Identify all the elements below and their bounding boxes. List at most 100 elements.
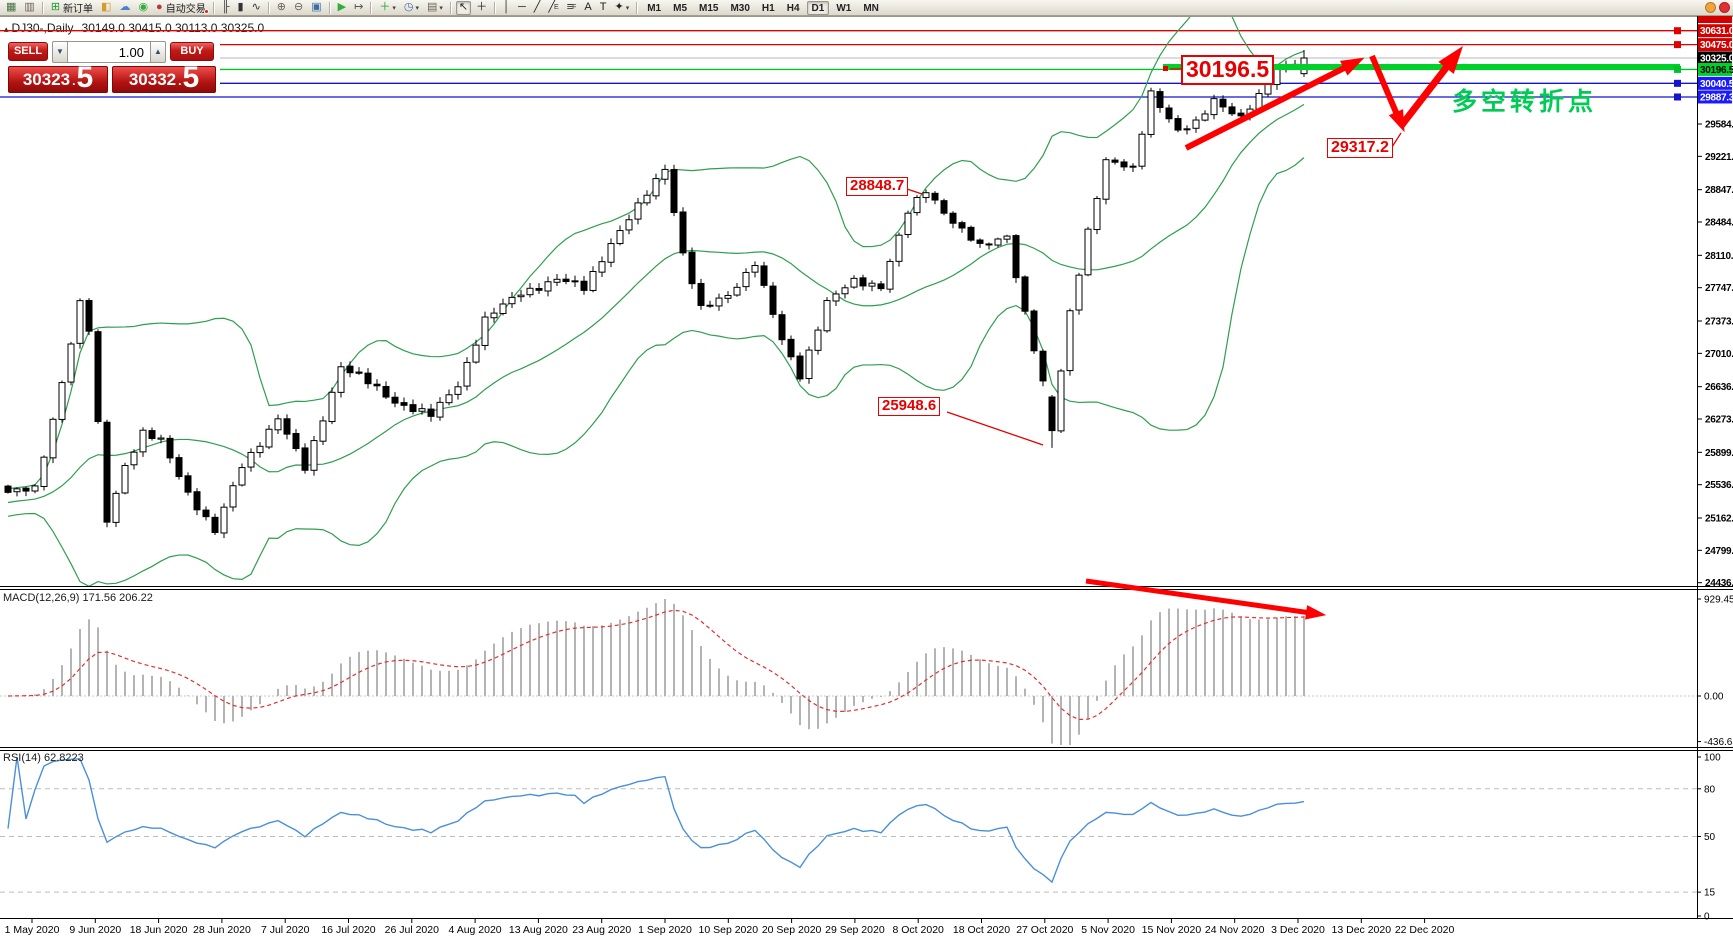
add-indicator-icon: ＋	[379, 1, 391, 13]
svg-text:80: 80	[1704, 784, 1716, 795]
svg-text:1 May 2020: 1 May 2020	[5, 924, 60, 936]
svg-text:1 Sep 2020: 1 Sep 2020	[638, 924, 692, 936]
svg-text:28484.0: 28484.0	[1705, 218, 1733, 229]
volume-increase-button[interactable]: ▲	[150, 41, 166, 63]
preview-icon: ▥	[24, 1, 35, 13]
bull-bear-pivot-note[interactable]: 多空转折点	[1452, 88, 1598, 116]
timeframe-h1-button[interactable]: H1	[761, 2, 775, 14]
candlestick-icon: ▮	[237, 1, 244, 13]
vertical-line-button[interactable]: │	[500, 1, 513, 15]
candle-chart-button[interactable]: ▮	[235, 1, 247, 15]
svg-text:29584.0: 29584.0	[1705, 120, 1733, 131]
timeframe-m30-button[interactable]: M30	[730, 2, 750, 14]
ohlc-values: 30149.0 30415.0 30113.0 30325.0	[81, 21, 265, 35]
candlesticks	[4, 49, 1308, 539]
expert-advisors-button[interactable]: ◧	[98, 1, 114, 15]
timeframe-d1-button[interactable]: D1	[806, 0, 830, 15]
svg-text:30040.5: 30040.5	[1700, 79, 1733, 90]
svg-text:3 Dec 2020: 3 Dec 2020	[1271, 924, 1325, 936]
template-icon: ▤	[426, 1, 438, 13]
drawing-objects	[906, 27, 1681, 446]
dropdown-arrow-icon[interactable]: ▾	[415, 4, 419, 12]
svg-text:20 Sep 2020: 20 Sep 2020	[762, 924, 822, 936]
crosshair-button[interactable]: ＋	[473, 1, 490, 15]
price-annotation-29317[interactable]: 29317.2	[1327, 138, 1393, 158]
new-order-button[interactable]: ⊞ 新订单	[48, 1, 96, 16]
volume-input[interactable]	[68, 41, 150, 63]
indicators-button[interactable]: ＋ ▾	[376, 1, 399, 15]
price-annotation-25948[interactable]: 25948.6	[878, 397, 941, 416]
buy-price-tile[interactable]: 30332. 5	[112, 61, 216, 95]
tile-windows-button[interactable]: ▣	[308, 1, 324, 15]
ask-price-fraction: 5	[182, 61, 200, 95]
svg-text:30325.0: 30325.0	[1700, 53, 1733, 64]
auto-scroll-button[interactable]: ▶	[335, 1, 349, 15]
bar-chart-button[interactable]: ╟	[219, 1, 233, 15]
dropdown-arrow-icon[interactable]: ▾	[625, 4, 630, 12]
metaeditor-button[interactable]: ☁	[116, 1, 133, 15]
zoom-in-icon: ⊕	[276, 1, 286, 13]
svg-text:29887.3: 29887.3	[1700, 92, 1733, 103]
community-icon[interactable]	[1705, 2, 1716, 13]
svg-text:27010.0: 27010.0	[1705, 349, 1733, 360]
svg-text:26273.0: 26273.0	[1705, 415, 1733, 426]
bid-price-fraction: 5	[76, 61, 94, 95]
one-click-trading-panel: SELL ▼ ▲ BUY 30323.5 30332.5	[0, 37, 220, 94]
price-annotation-28848[interactable]: 28848.7	[846, 177, 909, 196]
chart-preview-button[interactable]: ▥	[21, 1, 37, 15]
chart-title: ▴ DJ30-,Daily 30149.0 30415.0 30113.0 3032…	[4, 21, 264, 35]
zoom-in-button[interactable]: ⊕	[274, 1, 289, 15]
svg-text:25536.0: 25536.0	[1705, 480, 1733, 491]
rsi-panel: 100 80 50 15 0	[0, 753, 1721, 923]
timeframe-h4-button[interactable]: H4	[786, 2, 800, 14]
svg-text:29 Sep 2020: 29 Sep 2020	[825, 924, 885, 936]
toolbar-separator	[41, 1, 44, 14]
svg-text:13 Dec 2020: 13 Dec 2020	[1332, 924, 1392, 936]
svg-text:0: 0	[1704, 912, 1710, 923]
signals-button[interactable]: ◉	[135, 1, 151, 15]
horizontal-line-button[interactable]: ─	[515, 1, 529, 15]
line-chart-button[interactable]: ∿	[249, 1, 264, 15]
timeframe-w1-button[interactable]: W1	[836, 2, 852, 14]
panel-borders	[0, 16, 1733, 919]
timeframe-m15-button[interactable]: M15	[699, 2, 719, 14]
arrows-button[interactable]: ✦ ▾	[611, 1, 632, 15]
arrow-objects-icon: ✦	[614, 1, 624, 13]
dropdown-arrow-icon[interactable]: ▾	[439, 4, 443, 12]
svg-text:7 Jul 2020: 7 Jul 2020	[261, 924, 310, 936]
templates-button[interactable]: ▤ ▾	[424, 1, 446, 15]
toolbar-separator	[212, 1, 215, 14]
clock-icon: ◷	[403, 1, 414, 13]
price-annotation-30196[interactable]: 30196.5	[1181, 55, 1275, 85]
trendline-button[interactable]: ╱	[531, 1, 544, 15]
timeframe-mn-button[interactable]: MN	[863, 2, 879, 14]
sell-button[interactable]: SELL	[8, 42, 48, 61]
text-button[interactable]: A	[581, 1, 594, 15]
timeframe-m5-button[interactable]: M5	[673, 2, 688, 14]
svg-text:30475.0: 30475.0	[1700, 40, 1733, 51]
dropdown-arrow-icon[interactable]: ▾	[392, 4, 396, 12]
periods-button[interactable]: ◷ ▾	[401, 1, 422, 15]
channel-icon: ╱	[548, 1, 556, 13]
channel-button[interactable]: ╱ E	[548, 1, 559, 13]
cursor-button[interactable]: ↖	[455, 0, 472, 15]
alert-icon[interactable]	[1719, 2, 1730, 13]
svg-text:16 Jul 2020: 16 Jul 2020	[321, 924, 375, 936]
autotrading-button[interactable]: ● 自动交易	[153, 1, 209, 15]
sell-price-tile[interactable]: 30323. 5	[8, 61, 108, 95]
volume-decrease-button[interactable]: ▼	[52, 41, 68, 63]
svg-text:26636.0: 26636.0	[1705, 382, 1733, 393]
buy-button[interactable]: BUY	[170, 42, 214, 61]
fibonacci-button[interactable]: ≡ F	[566, 1, 577, 13]
label-button[interactable]: T	[597, 1, 610, 15]
timeframe-m1-button[interactable]: M1	[647, 2, 662, 14]
zoom-out-button[interactable]: ⊖	[291, 1, 306, 15]
horizontal-line-icon: ─	[517, 1, 526, 13]
new-chart-button[interactable]: ▦	[3, 1, 19, 15]
chart-shift-button[interactable]: ↦	[351, 1, 366, 15]
rsi-indicator-label: RSI(14) 62.8223	[3, 752, 84, 764]
chevron-up-icon: ▲	[154, 47, 162, 56]
toolbar-corner-icons	[1705, 2, 1730, 13]
fibonacci-icon: ≡	[566, 1, 574, 13]
